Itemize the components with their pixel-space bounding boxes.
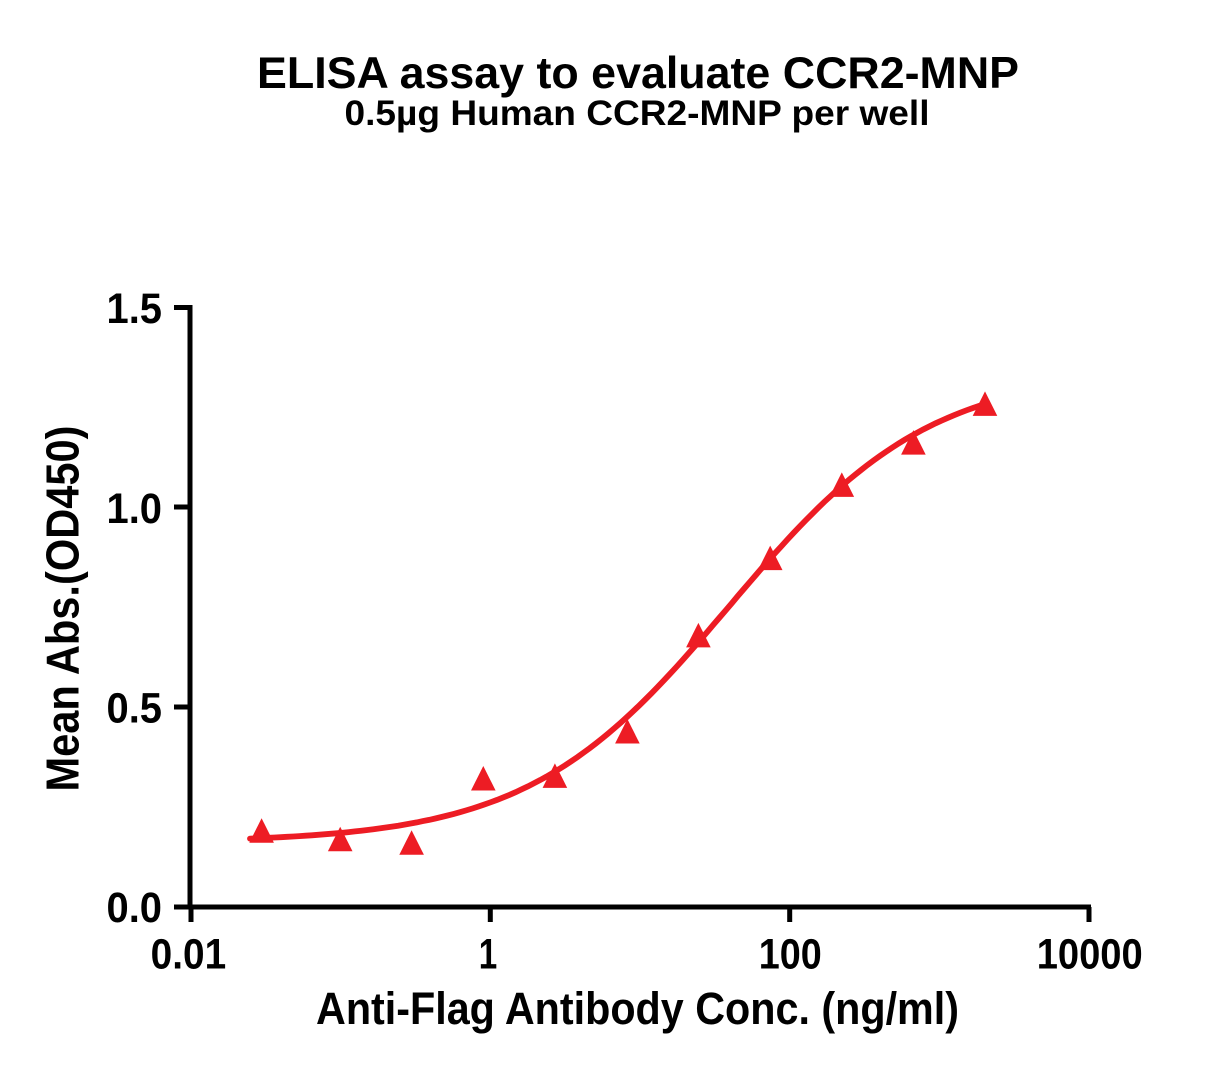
svg-text:100: 100 <box>759 930 822 978</box>
svg-text:0.5µg Human CCR2-MNP per well: 0.5µg Human CCR2-MNP per well <box>345 94 930 133</box>
svg-text:0.0: 0.0 <box>107 884 163 932</box>
svg-text:1: 1 <box>479 930 498 978</box>
svg-text:0.01: 0.01 <box>151 930 227 978</box>
svg-text:10000: 10000 <box>1037 930 1143 978</box>
svg-text:Mean Abs.(OD450): Mean Abs.(OD450) <box>37 426 89 792</box>
svg-text:Anti-Flag Antibody Conc. (ng/m: Anti-Flag Antibody Conc. (ng/ml) <box>316 983 959 1034</box>
svg-text:1.0: 1.0 <box>107 485 163 533</box>
svg-text:ELISA assay to evaluate CCR2-M: ELISA assay to evaluate CCR2-MNP <box>257 47 1019 98</box>
svg-text:0.5: 0.5 <box>107 684 163 732</box>
svg-text:1.5: 1.5 <box>107 285 163 333</box>
